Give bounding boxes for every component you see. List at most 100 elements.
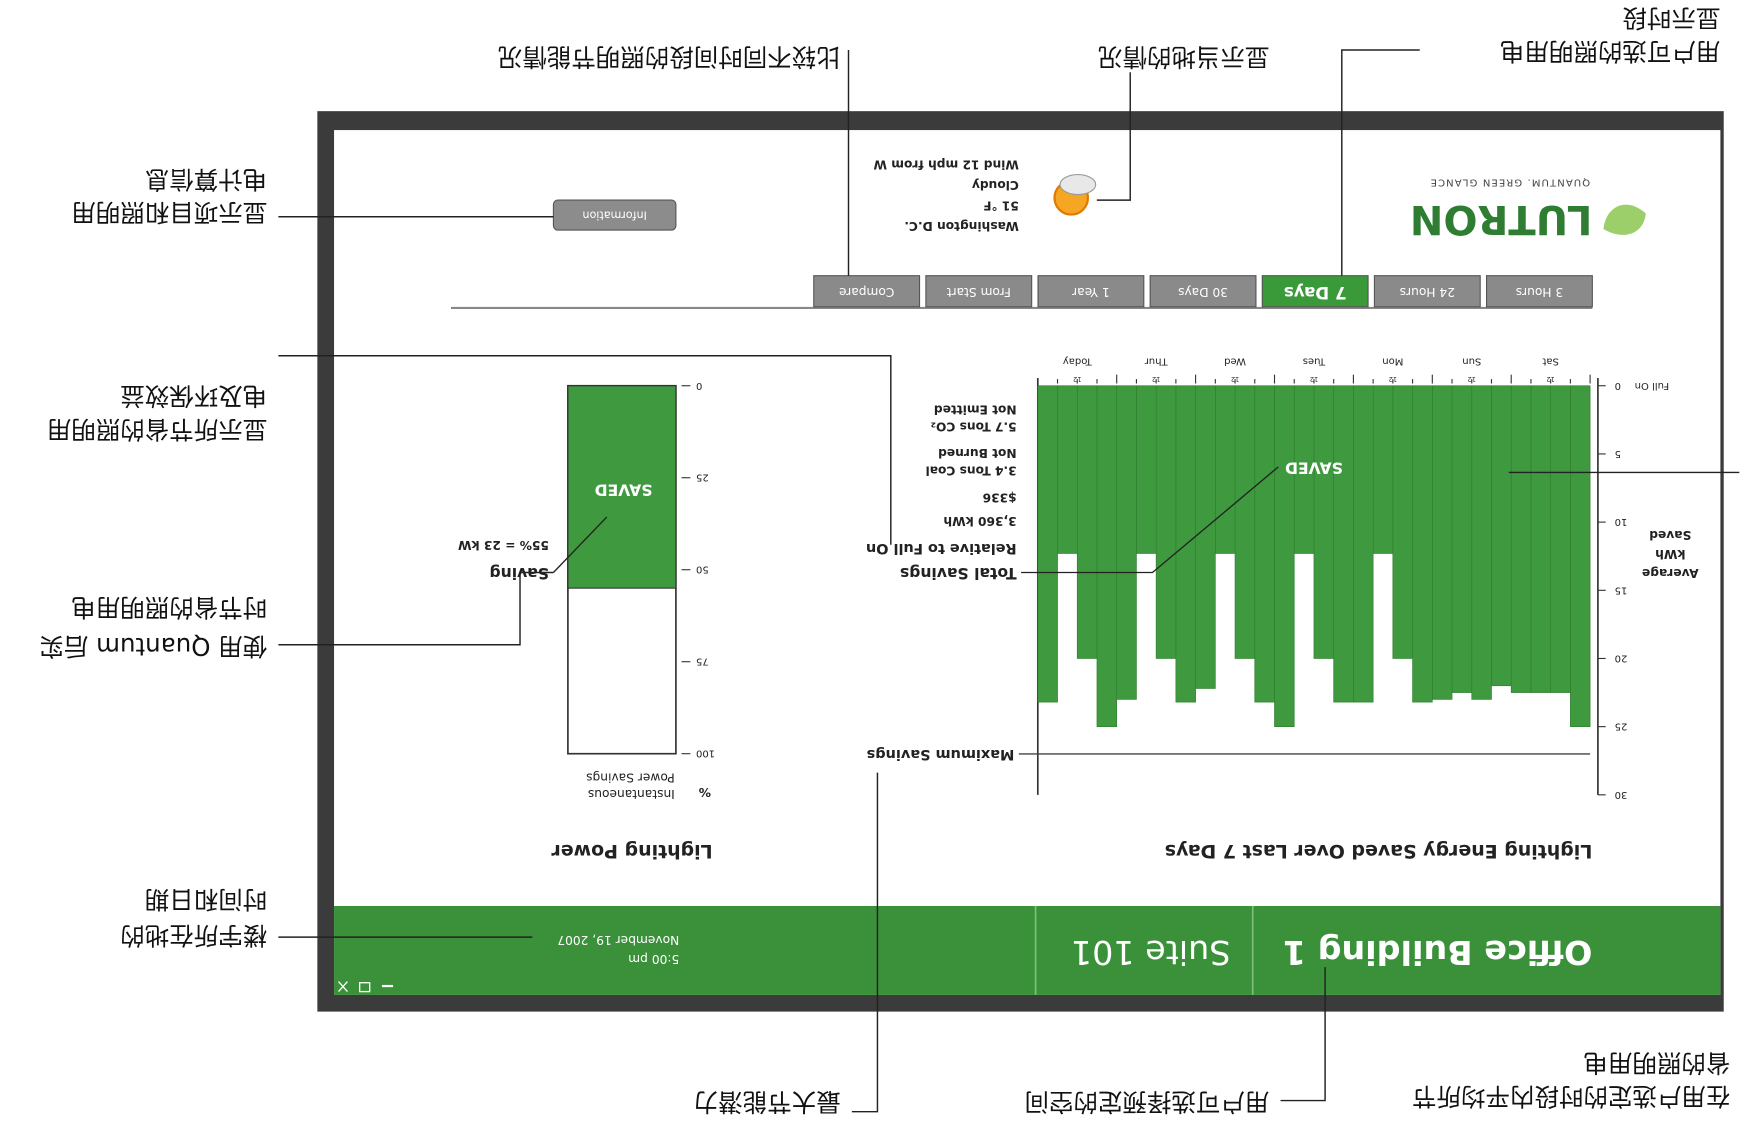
maximize-icon[interactable] (358, 982, 371, 993)
y-tick-label: 20 (1615, 652, 1628, 663)
bar (1372, 385, 1394, 554)
y-tick-label: 5 (1615, 448, 1621, 459)
logo (1603, 204, 1646, 235)
annotation-text: 省的照明用电 (1583, 1049, 1730, 1078)
tab[interactable] (1037, 275, 1145, 308)
summary-line: 3.4 Tons Coal (926, 464, 1017, 478)
y-tick-label: 100 (696, 748, 715, 759)
max-savings-label: Maximum Savings (867, 746, 1015, 762)
logo-brand: LUTRON (1410, 196, 1592, 242)
tab-label[interactable]: 24 Hours (1400, 285, 1455, 299)
bar (1096, 385, 1118, 727)
y-axis-label: Saved (1649, 528, 1691, 542)
bar (1155, 385, 1177, 659)
cloud (1059, 173, 1097, 196)
annotation-text: 电及环保效益 (120, 382, 267, 411)
x-tick-label: Sat (1542, 355, 1558, 366)
x-minor-label: 12 (1152, 375, 1160, 383)
tab[interactable] (1373, 275, 1481, 308)
info-button[interactable] (552, 199, 677, 231)
annotation-text: 最大节能潜力 (694, 1088, 841, 1117)
y-tick-label: 50 (696, 564, 709, 575)
x-tick-label: Sun (1462, 355, 1481, 366)
annotation-text: 电计算信息 (145, 165, 267, 194)
bar (1570, 385, 1591, 727)
summary-line: 3,360 kWh (943, 514, 1016, 528)
bar (1116, 385, 1137, 700)
annotation-connector (1341, 49, 1420, 276)
weather-icon (1053, 173, 1097, 216)
bar (1313, 385, 1335, 659)
annotation-text: 在用户选定的时段内平均所节 (1412, 1082, 1730, 1111)
annotation-text: 用户可选的照明用电 (1500, 37, 1720, 66)
unit-label: % (699, 785, 711, 799)
bar (1136, 385, 1157, 554)
y-axis-label: kWh (1655, 547, 1685, 561)
y-tick-label: 15 (1615, 584, 1628, 595)
time: 5:00 pm (628, 952, 679, 966)
date: November 19, 2007 (557, 933, 679, 947)
annotation-connector (851, 772, 879, 1113)
saving-title: Saving (489, 564, 548, 582)
weather-line: 51 °F (983, 199, 1019, 213)
bar (1353, 385, 1374, 703)
tab-label[interactable]: 7 Days (1284, 283, 1347, 302)
x-minor-label: 12 (1310, 375, 1318, 383)
y-axis-label: Instantaneous (588, 787, 675, 801)
tab-label[interactable]: From Start (947, 285, 1011, 299)
annotation-text: 比较不同时间段的照明节能情况 (498, 43, 841, 72)
rotated-scene: Office Building 1 Suite 101 5:00 pm Novembe… (39, 4, 1740, 1117)
y-tick-label: 10 (1615, 516, 1628, 527)
tab[interactable] (1261, 275, 1369, 308)
annotation-text: 用户可选择预定的空间 (1025, 1088, 1270, 1117)
y-tick-label: 75 (696, 656, 709, 667)
tab[interactable] (1149, 275, 1257, 308)
tab[interactable] (925, 275, 1033, 308)
y-tick-label: 25 (696, 472, 709, 483)
annotation-text: 时间和日期 (145, 885, 267, 914)
tab[interactable] (1485, 275, 1593, 308)
bar (1530, 385, 1551, 693)
bar (1274, 385, 1295, 727)
annotation-connector (278, 355, 892, 545)
saving-value: 55% = 23 kW (458, 538, 549, 552)
y-axis-label: Power Savings (586, 771, 675, 785)
bar (1037, 385, 1058, 703)
bar (1234, 385, 1256, 659)
bar (1431, 385, 1453, 700)
tab[interactable] (813, 275, 921, 308)
chart-title: Lighting Energy Saved Over Last 7 Days (1165, 840, 1593, 862)
saving-connector (552, 516, 608, 573)
tab-label[interactable]: 1 Year (1071, 285, 1110, 299)
x-tick-label: Thur (1144, 355, 1169, 366)
bar (1333, 385, 1354, 703)
building-name: Office Building 1 (1283, 933, 1593, 972)
annotation-text: 显示时段 (1622, 4, 1720, 33)
annotation-text: 使用 Quantum 后实 (39, 632, 267, 661)
x-minor-label: 12 (1073, 375, 1081, 383)
logo-tagline: QUANTUM. GREEN GLANCE (1430, 176, 1591, 187)
y-tick-label: 30 (1615, 789, 1628, 800)
annotation-text: 显示项目和照明用 (71, 198, 267, 227)
y-axis-label: Average (1642, 566, 1699, 580)
tab-label[interactable]: Compare (839, 285, 894, 299)
power-bar (567, 385, 677, 589)
x-tick-label: Tues (1303, 355, 1326, 366)
summary-line: Not Emitted (934, 403, 1017, 417)
x-minor-label: 12 (1389, 375, 1397, 383)
bar (1195, 385, 1216, 689)
tab-label[interactable]: 30 Days (1178, 285, 1228, 299)
summary-line: $336 (983, 490, 1017, 504)
bar (1471, 385, 1492, 700)
y-tick-label: 0 (1615, 380, 1621, 391)
close-icon[interactable] (338, 981, 348, 993)
tab-label[interactable]: 3 Hours (1516, 285, 1564, 299)
suite-name: Suite 101 (1071, 933, 1231, 972)
x-minor-label: 12 (1231, 375, 1239, 383)
info-button-label[interactable]: Information (582, 209, 646, 222)
power-saved-label: SAVED (595, 481, 653, 499)
x-tick-label: Today (1063, 355, 1093, 366)
bar (1510, 385, 1532, 693)
summary-line: 5.7 Tons CO₂ (931, 419, 1017, 433)
